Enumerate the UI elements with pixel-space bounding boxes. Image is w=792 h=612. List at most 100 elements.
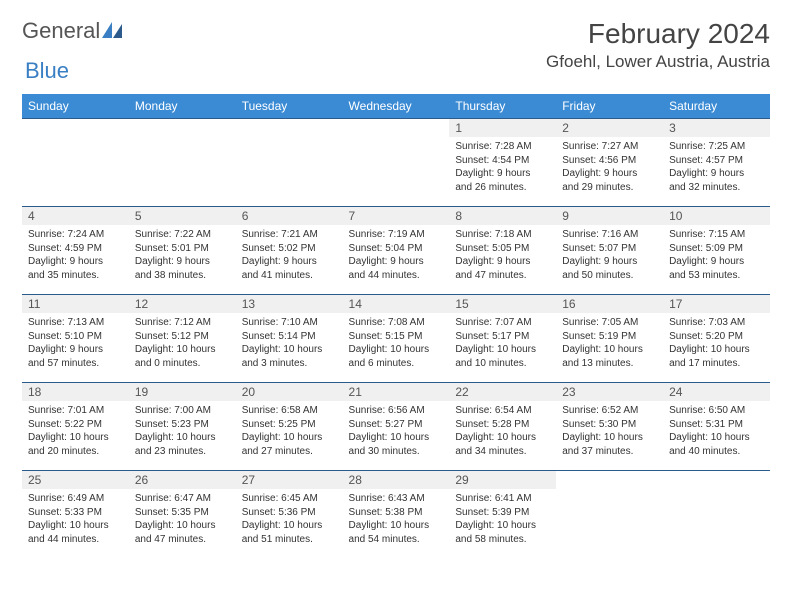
daylight-1: Daylight: 10 hours <box>455 431 550 445</box>
sunset: Sunset: 5:27 PM <box>349 418 444 432</box>
sunrise: Sunrise: 7:00 AM <box>135 404 230 418</box>
day-number: 2 <box>556 119 663 137</box>
day-info: Sunrise: 7:10 AMSunset: 5:14 PMDaylight:… <box>236 313 343 374</box>
sunset: Sunset: 5:04 PM <box>349 242 444 256</box>
calendar-table: SundayMondayTuesdayWednesdayThursdayFrid… <box>22 94 770 559</box>
day-number: 14 <box>343 295 450 313</box>
daylight-2: and 32 minutes. <box>669 181 764 195</box>
day-cell: 28Sunrise: 6:43 AMSunset: 5:38 PMDayligh… <box>343 471 450 559</box>
daylight-2: and 37 minutes. <box>562 445 657 459</box>
day-number: 24 <box>663 383 770 401</box>
daylight-1: Daylight: 10 hours <box>135 343 230 357</box>
daylight-1: Daylight: 9 hours <box>28 343 123 357</box>
weekday-header: Saturday <box>663 94 770 119</box>
day-info: Sunrise: 7:01 AMSunset: 5:22 PMDaylight:… <box>22 401 129 462</box>
day-info: Sunrise: 7:15 AMSunset: 5:09 PMDaylight:… <box>663 225 770 286</box>
daylight-2: and 30 minutes. <box>349 445 444 459</box>
daylight-2: and 10 minutes. <box>455 357 550 371</box>
daylight-1: Daylight: 10 hours <box>669 431 764 445</box>
day-number: 21 <box>343 383 450 401</box>
day-cell: 15Sunrise: 7:07 AMSunset: 5:17 PMDayligh… <box>449 295 556 383</box>
day-info: Sunrise: 6:45 AMSunset: 5:36 PMDaylight:… <box>236 489 343 550</box>
day-cell: 4Sunrise: 7:24 AMSunset: 4:59 PMDaylight… <box>22 207 129 295</box>
day-cell: 11Sunrise: 7:13 AMSunset: 5:10 PMDayligh… <box>22 295 129 383</box>
daylight-2: and 44 minutes. <box>349 269 444 283</box>
daylight-2: and 29 minutes. <box>562 181 657 195</box>
daylight-1: Daylight: 10 hours <box>28 431 123 445</box>
daylight-2: and 58 minutes. <box>455 533 550 547</box>
daylight-1: Daylight: 10 hours <box>135 431 230 445</box>
day-cell: 10Sunrise: 7:15 AMSunset: 5:09 PMDayligh… <box>663 207 770 295</box>
sunrise: Sunrise: 6:58 AM <box>242 404 337 418</box>
day-number: 6 <box>236 207 343 225</box>
calendar-row: 4 Sunrise: 7:24 AMSunset: 4:59 PM Daylight… <box>22 207 770 295</box>
day-cell: 14Sunrise: 7:08 AMSunset: 5:15 PMDayligh… <box>343 295 450 383</box>
day-number: 3 <box>663 119 770 137</box>
calendar-row: 11Sunrise: 7:13 AMSunset: 5:10 PMDayligh… <box>22 295 770 383</box>
day-cell: 29Sunrise: 6:41 AMSunset: 5:39 PMDayligh… <box>449 471 556 559</box>
day-cell: 5Sunrise: 7:22 AMSunset: 5:01 PMDaylight… <box>129 207 236 295</box>
sunset: Sunset: 5:07 PM <box>562 242 657 256</box>
day-number: 17 <box>663 295 770 313</box>
day-info: Sunrise: 6:54 AMSunset: 5:28 PMDaylight:… <box>449 401 556 462</box>
empty-cell <box>22 119 129 207</box>
empty-cell <box>663 471 770 559</box>
day-cell: 20Sunrise: 6:58 AMSunset: 5:25 PMDayligh… <box>236 383 343 471</box>
daylight-2: and 20 minutes. <box>28 445 123 459</box>
sunset: Sunset: 5:09 PM <box>669 242 764 256</box>
day-number: 4 <box>22 207 129 225</box>
day-info: Sunrise: 7:00 AMSunset: 5:23 PMDaylight:… <box>129 401 236 462</box>
calendar-row: 25Sunrise: 6:49 AMSunset: 5:33 PMDayligh… <box>22 471 770 559</box>
day-info: Sunrise: 7:28 AMSunset: 4:54 PMDaylight:… <box>449 137 556 198</box>
sunset: Sunset: 5:01 PM <box>135 242 230 256</box>
weekday-header: Tuesday <box>236 94 343 119</box>
day-cell: 22Sunrise: 6:54 AMSunset: 5:28 PMDayligh… <box>449 383 556 471</box>
day-number: 26 <box>129 471 236 489</box>
daylight-1: Daylight: 9 hours <box>669 255 764 269</box>
location: Gfoehl, Lower Austria, Austria <box>546 52 770 72</box>
daylight-2: and 38 minutes. <box>135 269 230 283</box>
sunset: Sunset: 4:56 PM <box>562 154 657 168</box>
daylight-1: Daylight: 10 hours <box>669 343 764 357</box>
day-info: Sunrise: 6:56 AMSunset: 5:27 PMDaylight:… <box>343 401 450 462</box>
daylight-1: Daylight: 10 hours <box>242 343 337 357</box>
day-cell: 19Sunrise: 7:00 AMSunset: 5:23 PMDayligh… <box>129 383 236 471</box>
day-number: 29 <box>449 471 556 489</box>
day-info: Sunrise: 6:49 AMSunset: 5:33 PMDaylight:… <box>22 489 129 550</box>
daylight-2: and 35 minutes. <box>28 269 123 283</box>
day-number: 27 <box>236 471 343 489</box>
sunrise: Sunrise: 6:49 AM <box>28 492 123 506</box>
empty-cell <box>343 119 450 207</box>
sunrise: Sunrise: 7:12 AM <box>135 316 230 330</box>
daylight-2: and 41 minutes. <box>242 269 337 283</box>
day-number: 19 <box>129 383 236 401</box>
sunset: Sunset: 5:10 PM <box>28 330 123 344</box>
weekday-header: Wednesday <box>343 94 450 119</box>
sunrise: Sunrise: 7:24 AM <box>28 228 123 242</box>
sunset: Sunset: 4:59 PM <box>28 242 123 256</box>
sunrise: Sunrise: 6:47 AM <box>135 492 230 506</box>
empty-cell <box>129 119 236 207</box>
sunset: Sunset: 4:57 PM <box>669 154 764 168</box>
sunrise: Sunrise: 6:45 AM <box>242 492 337 506</box>
day-info: Sunrise: 7:21 AMSunset: 5:02 PMDaylight:… <box>236 225 343 286</box>
daylight-2: and 50 minutes. <box>562 269 657 283</box>
sunrise: Sunrise: 7:16 AM <box>562 228 657 242</box>
sunset: Sunset: 5:02 PM <box>242 242 337 256</box>
day-cell: 1Sunrise: 7:28 AMSunset: 4:54 PMDaylight… <box>449 119 556 207</box>
day-number: 23 <box>556 383 663 401</box>
day-info: Sunrise: 6:47 AMSunset: 5:35 PMDaylight:… <box>129 489 236 550</box>
daylight-2: and 23 minutes. <box>135 445 230 459</box>
sunrise: Sunrise: 7:08 AM <box>349 316 444 330</box>
daylight-2: and 13 minutes. <box>562 357 657 371</box>
sunset: Sunset: 5:35 PM <box>135 506 230 520</box>
day-cell: 27Sunrise: 6:45 AMSunset: 5:36 PMDayligh… <box>236 471 343 559</box>
sunrise: Sunrise: 7:15 AM <box>669 228 764 242</box>
day-info: Sunrise: 7:22 AMSunset: 5:01 PMDaylight:… <box>129 225 236 286</box>
daylight-1: Daylight: 9 hours <box>669 167 764 181</box>
day-number: 11 <box>22 295 129 313</box>
day-info: Sunrise: 7:18 AMSunset: 5:05 PMDaylight:… <box>449 225 556 286</box>
day-cell: 18Sunrise: 7:01 AMSunset: 5:22 PMDayligh… <box>22 383 129 471</box>
daylight-1: Daylight: 9 hours <box>455 167 550 181</box>
day-info: Sunrise: 6:50 AMSunset: 5:31 PMDaylight:… <box>663 401 770 462</box>
